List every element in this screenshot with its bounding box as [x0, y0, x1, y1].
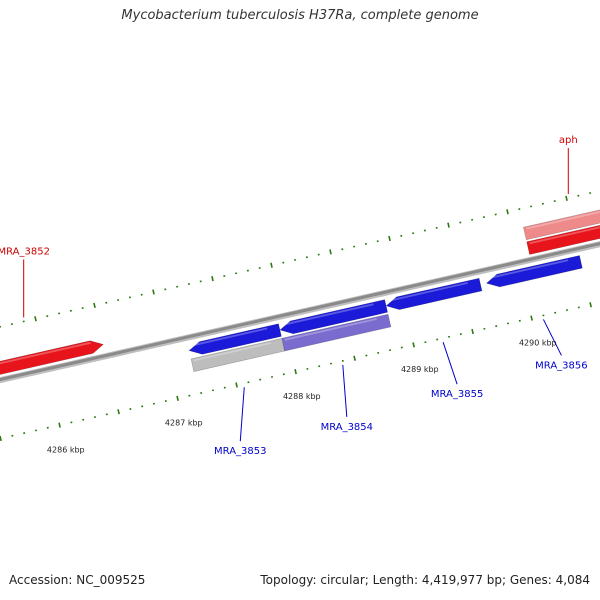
- map-title: Mycobacterium tuberculosis H37Ra, comple…: [121, 8, 479, 23]
- gene-arrow[interactable]: [523, 205, 600, 241]
- accession-text: Accession: NC_009525: [9, 573, 146, 587]
- outer-scale-tick: [34, 316, 37, 322]
- label-leader: [239, 387, 245, 442]
- gene-arrow[interactable]: [0, 340, 104, 383]
- outer-scale-tick: [565, 195, 568, 202]
- outer-scale-tick: [211, 276, 214, 282]
- gene-label[interactable]: aph: [559, 135, 578, 146]
- gene-arrow[interactable]: [385, 277, 483, 310]
- gene-label[interactable]: MRA_3852: [0, 246, 50, 257]
- label-leader: [542, 319, 562, 356]
- gene-arrow-gloss: [284, 318, 377, 341]
- inner-scale-tick: [589, 302, 592, 308]
- inner-scale-tick: [471, 328, 474, 335]
- gene-arrow-gloss: [0, 341, 91, 365]
- kbp-label: 4287 kbp: [165, 419, 203, 428]
- outer-scale-tick: [506, 209, 509, 215]
- inner-scale-tick: [530, 315, 533, 321]
- gene-arrow[interactable]: [485, 255, 583, 288]
- gene-label[interactable]: MRA_3853: [214, 446, 266, 457]
- genome-summary: Topology: circular; Length: 4,419,977 bp…: [260, 573, 590, 587]
- gene-label[interactable]: MRA_3855: [431, 389, 483, 400]
- gene-arrow[interactable]: [279, 299, 388, 335]
- label-leader: [442, 341, 458, 385]
- gene-arrow[interactable]: [281, 313, 392, 352]
- inner-scale-tick: [235, 382, 238, 388]
- gene-label[interactable]: MRA_3856: [535, 360, 587, 371]
- gene-arrow-gloss: [281, 303, 374, 327]
- label-leader: [342, 364, 348, 417]
- inner-scale-tick: [412, 342, 415, 348]
- scale-ticks: [0, 192, 592, 442]
- outer-scale-tick: [152, 289, 155, 295]
- gene-arrow[interactable]: [188, 323, 282, 355]
- inner-scale-tick: [353, 355, 356, 361]
- gene-arrow-gloss: [529, 226, 600, 245]
- inner-scale-tick: [0, 435, 2, 442]
- inner-scale-tick: [58, 422, 61, 428]
- inner-scale-tick: [117, 409, 120, 415]
- kbp-label: 4288 kbp: [283, 392, 321, 401]
- gene-features: [0, 205, 600, 383]
- kbp-label: 4290 kbp: [519, 338, 557, 347]
- backbone-line: [0, 242, 600, 382]
- genome-backbone: [0, 241, 600, 384]
- inner-scale-tick: [176, 395, 179, 401]
- gene-arrow-gloss: [487, 259, 569, 280]
- outer-scale-tick: [93, 302, 96, 309]
- outer-scale-tick: [270, 262, 273, 268]
- kbp-label: 4286 kbp: [47, 445, 85, 454]
- gene-arrow-gloss: [526, 211, 600, 230]
- outer-scale-tick: [329, 249, 332, 255]
- gene-arrow-gloss: [387, 282, 468, 302]
- outer-scale-tick: [388, 235, 391, 242]
- gene-arrow-gloss: [193, 342, 271, 362]
- kbp-label: 4289 kbp: [401, 365, 439, 374]
- outer-scale-tick: [447, 222, 450, 228]
- gene-labels: MRA_3851MRA_3852MRA_3853MRA_3854MRA_3855…: [0, 135, 588, 457]
- inner-scale-tick: [294, 368, 297, 375]
- gene-arrow[interactable]: [526, 222, 600, 255]
- gene-label[interactable]: MRA_3854: [321, 422, 373, 433]
- gene-arrow-gloss: [190, 327, 268, 347]
